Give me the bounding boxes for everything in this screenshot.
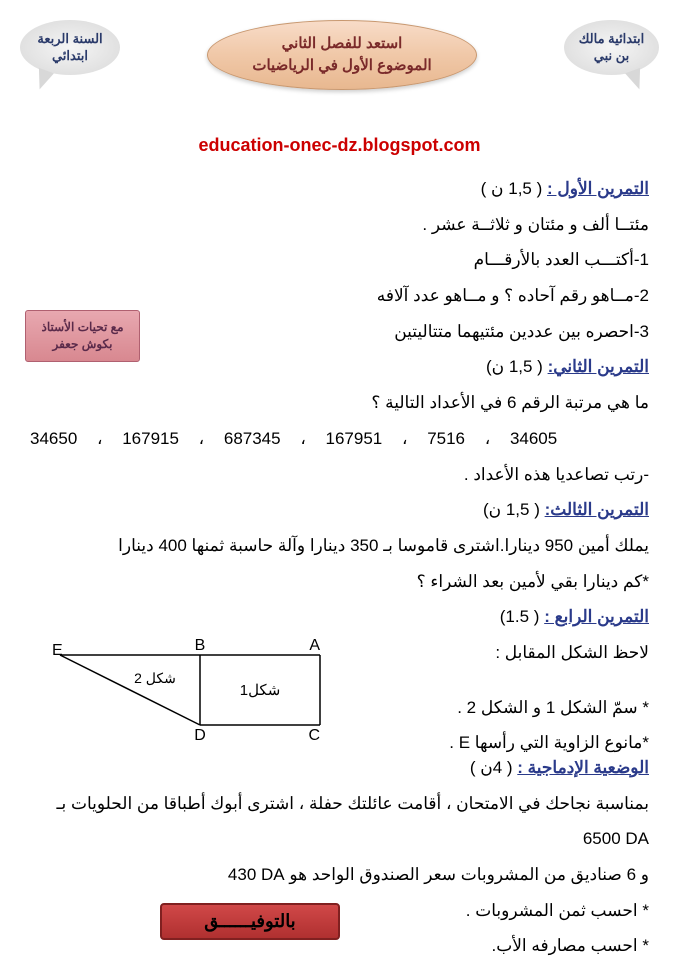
label-D: D <box>194 727 206 744</box>
ex1-q2: 2-مــاهو رقم آحاده ؟ و مــاهو عدد آلافه <box>30 278 649 314</box>
sit-line1: بمناسبة نجاحك في الامتحان ، أقامت عائلتك… <box>30 786 649 857</box>
title-line1: استعد للفصل الثاني <box>282 33 403 56</box>
ex4-title: التمرين الرابع : <box>544 607 649 626</box>
sit-line1-prefix: بمناسبة نجاحك في الامتحان ، أقامت عائلتك… <box>57 794 649 813</box>
ex3-score: ( 1,5 ن) <box>483 500 540 519</box>
greeting-box: مع تحيات الأستاذ بكوش جعفر <box>25 310 140 362</box>
label-A: A <box>309 637 320 654</box>
ex1-score: ( 1,5 ن ) <box>481 179 543 198</box>
geometry-diagram: A B C D E شكل1 شكل 2 <box>30 635 340 750</box>
grade-bubble: السنة الربعة ابتدائي <box>20 20 120 75</box>
grade-text: السنة الربعة ابتدائي <box>32 31 108 65</box>
sit-line2: و 6 صناديق من المشروبات سعر الصندوق الوا… <box>30 857 649 893</box>
school-bubble: ابتدائية مالك بن نبي <box>564 20 659 75</box>
shape2-label: شكل 2 <box>134 670 176 686</box>
watermark-url: education-onec-dz.blogspot.com <box>20 135 659 156</box>
shape1-label: شكل1 <box>240 682 281 699</box>
exercise-4: التمرين الرابع : ( 1.5) لاحظ الشكل المقا… <box>30 599 649 750</box>
ex4-score: ( 1.5) <box>500 607 540 626</box>
sit-title: الوضعية الإدماجية : <box>517 758 649 777</box>
content: التمرين الأول : ( 1,5 ن ) مئتــا ألف و م… <box>20 171 659 964</box>
ex4-q2: *مانوع الزاوية التي رأسها E . <box>449 725 649 761</box>
ex2-q2: -رتب تصاعديا هذه الأعداد . <box>30 457 649 493</box>
title-line2: الموضوع الأول في الرياضيات <box>252 55 431 78</box>
sit-price1: 6500 DA <box>583 829 649 848</box>
ex1-title: التمرين الأول : <box>547 179 649 198</box>
ex2-numbers: 34650 ، 167915 ، 687345 ، 167951 ، 7516 … <box>30 421 649 457</box>
school-name: ابتدائية مالك بن نبي <box>576 31 647 65</box>
title-oval: استعد للفصل الثاني الموضوع الأول في الري… <box>207 20 477 90</box>
ex3-line1: يملك أمين 950 دينارا.اشترى قاموسا بـ 350… <box>30 528 649 564</box>
header: ابتدائية مالك بن نبي استعد للفصل الثاني … <box>20 20 659 110</box>
good-luck-box: بالتوفيــــــق <box>160 903 340 940</box>
ex1-intro: مئتــا ألف و مئتان و ثلاثــة عشر . <box>30 207 649 243</box>
ex2-score: ( 1,5 ن) <box>486 357 543 376</box>
ex2-title: التمرين الثاني: <box>548 357 649 376</box>
ex4-q1: * سمّ الشكل 1 و الشكل 2 . <box>457 690 649 726</box>
ex4-intro: لاحظ الشكل المقابل : <box>495 635 649 671</box>
label-C: C <box>308 727 320 744</box>
ex3-q: *كم دينارا بقي لأمين بعد الشراء ؟ <box>30 564 649 600</box>
ex1-q1: 1-أكتـــب العدد بالأرقـــام <box>30 242 649 278</box>
ex2-q: ما هي مرتبة الرقم 6 في الأعداد التالية ؟ <box>30 385 649 421</box>
label-E: E <box>52 642 63 659</box>
ex4-figure-area: لاحظ الشكل المقابل : * سمّ الشكل 1 و الش… <box>30 635 649 750</box>
sit-price2: 430 DA <box>228 865 285 884</box>
exercise-2: التمرين الثاني: ( 1,5 ن) ما هي مرتبة الر… <box>30 349 649 492</box>
label-B: B <box>195 637 206 654</box>
exercise-3: التمرين الثالث: ( 1,5 ن) يملك أمين 950 د… <box>30 492 649 599</box>
ex3-title: التمرين الثالث: <box>545 500 649 519</box>
sit-score: ( 4ن ) <box>470 758 513 777</box>
sit-line2-prefix: و 6 صناديق من المشروبات سعر الصندوق الوا… <box>285 865 649 884</box>
